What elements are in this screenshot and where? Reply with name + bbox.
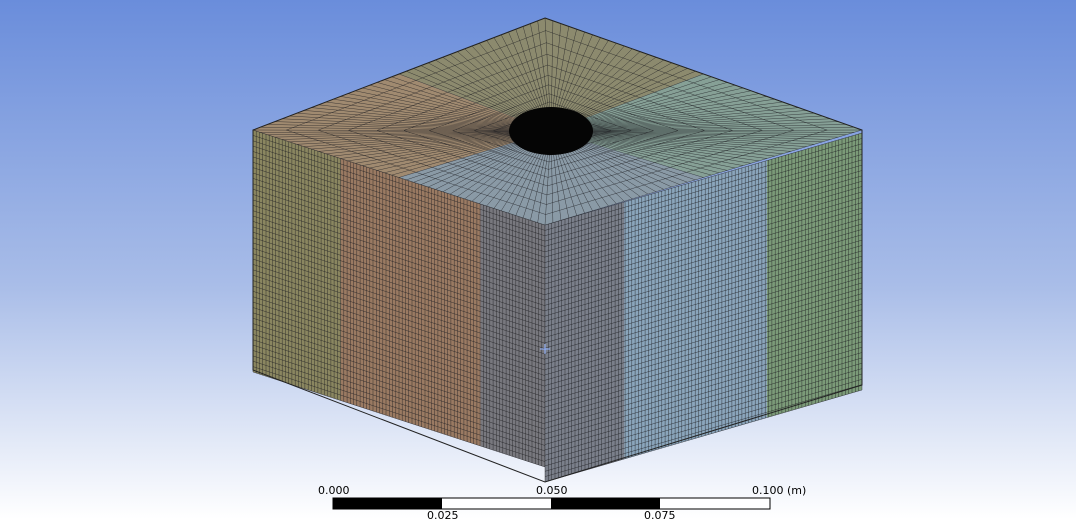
scale-label: 0.075 — [644, 509, 676, 519]
mesh-face — [340, 158, 481, 447]
mesh-face — [253, 130, 341, 401]
mesh-model — [252, 17, 863, 483]
scale-bar-segment — [551, 498, 660, 509]
mesh-face — [399, 18, 704, 131]
scale-label: 0.050 — [536, 484, 568, 497]
mesh-outline — [252, 17, 863, 483]
scale-label: 0.000 — [318, 484, 350, 497]
scale-bar: 0.000 0.050 0.100 (m) 0.025 0.075 — [318, 484, 806, 519]
scale-bar-segment — [333, 498, 442, 509]
crosshair — [540, 344, 550, 354]
scale-label: 0.100 (m) — [752, 484, 806, 497]
mesh-refinement — [509, 107, 593, 155]
mesh-lines — [252, 17, 863, 226]
scale-label: 0.025 — [427, 509, 459, 519]
